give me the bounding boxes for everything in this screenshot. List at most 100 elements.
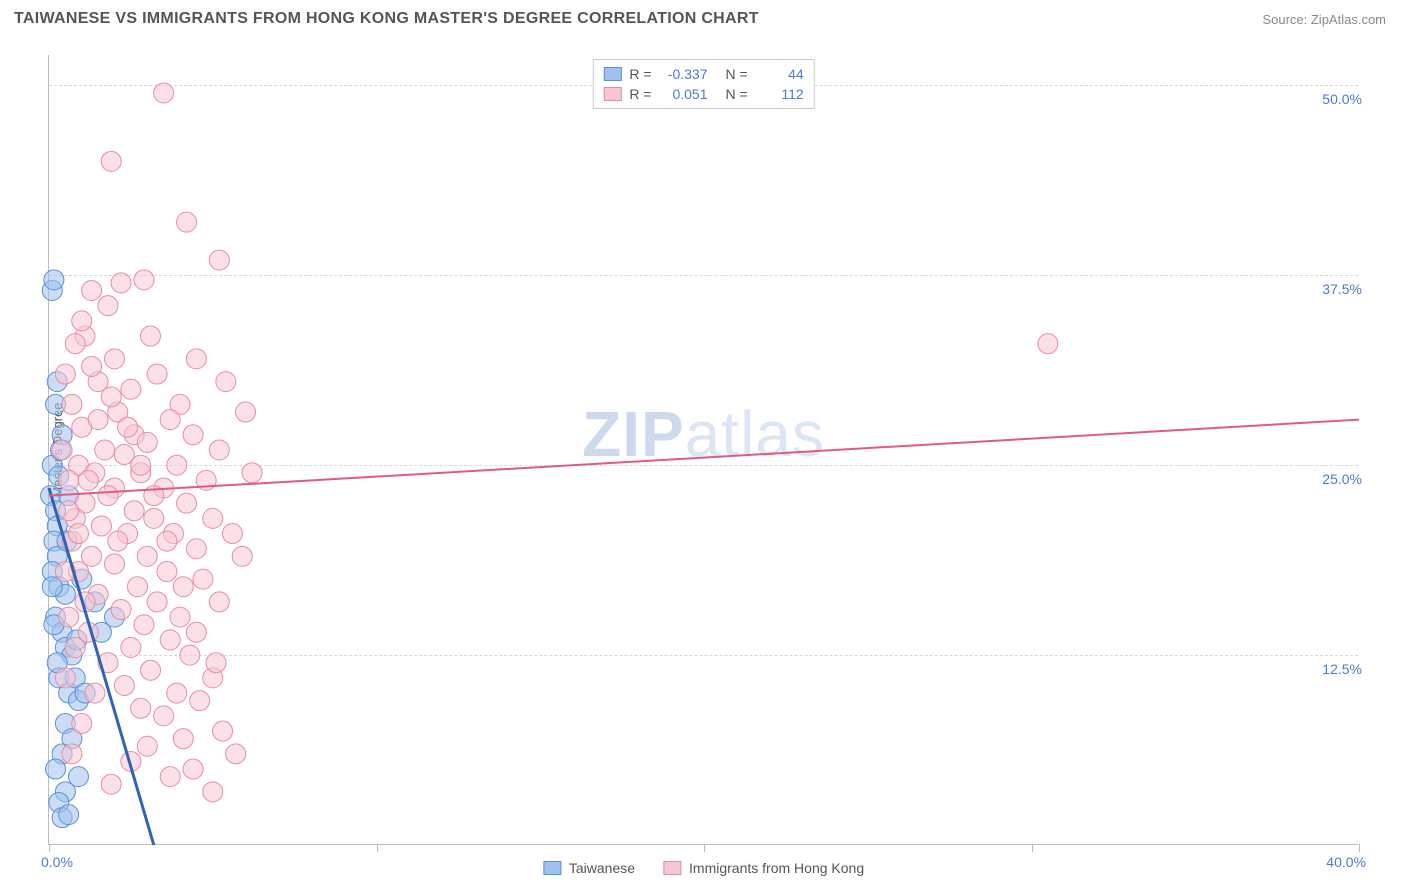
legend-r-label: R = <box>629 86 651 102</box>
data-point <box>177 493 197 513</box>
correlation-legend: R = -0.337 N = 44 R = 0.051 N = 112 <box>592 59 814 109</box>
data-point <box>118 417 138 437</box>
data-point <box>68 524 88 544</box>
data-point <box>141 660 161 680</box>
data-point <box>180 645 200 665</box>
data-point <box>141 326 161 346</box>
legend-stat-row: R = -0.337 N = 44 <box>603 64 803 84</box>
legend-label: Immigrants from Hong Kong <box>689 860 864 876</box>
data-point <box>177 212 197 232</box>
data-point <box>88 410 108 430</box>
data-point <box>226 744 246 764</box>
data-point <box>111 273 131 293</box>
legend-n-label: N = <box>726 66 748 82</box>
x-tick <box>1359 844 1360 852</box>
data-point <box>65 638 85 658</box>
data-point <box>111 600 131 620</box>
data-point <box>121 379 141 399</box>
data-point <box>173 729 193 749</box>
x-tick <box>377 844 378 852</box>
data-point <box>160 410 180 430</box>
data-point <box>183 759 203 779</box>
legend-stat-row: R = 0.051 N = 112 <box>603 84 803 104</box>
data-point <box>222 524 242 544</box>
data-point <box>209 250 229 270</box>
data-point <box>203 508 223 528</box>
data-point <box>59 470 79 490</box>
data-point <box>55 364 75 384</box>
data-point <box>85 683 105 703</box>
x-tick <box>1032 844 1033 852</box>
data-point <box>105 554 125 574</box>
data-point <box>157 531 177 551</box>
data-point <box>134 615 154 635</box>
scatter-plot <box>49 55 1359 845</box>
data-point <box>193 569 213 589</box>
legend-r-label: R = <box>629 66 651 82</box>
data-point <box>46 759 66 779</box>
data-point <box>154 706 174 726</box>
y-tick-label: 25.0% <box>1302 471 1362 487</box>
data-point <box>203 782 223 802</box>
legend-swatch <box>603 67 621 81</box>
data-point <box>101 774 121 794</box>
data-point <box>127 577 147 597</box>
data-point <box>52 440 72 460</box>
data-point <box>98 296 118 316</box>
data-point <box>160 767 180 787</box>
data-point <box>72 713 92 733</box>
data-point <box>160 630 180 650</box>
data-point <box>82 280 102 300</box>
legend-r-value: -0.337 <box>660 66 708 82</box>
legend-swatch <box>603 87 621 101</box>
data-point <box>186 622 206 642</box>
data-point <box>134 270 154 290</box>
data-point <box>209 440 229 460</box>
x-tick-left: 0.0% <box>41 854 73 870</box>
legend-swatch <box>663 861 681 875</box>
data-point <box>91 516 111 536</box>
series-legend: Taiwanese Immigrants from Hong Kong <box>543 860 864 876</box>
legend-n-value: 112 <box>756 86 804 102</box>
x-tick <box>704 844 705 852</box>
data-point <box>170 607 190 627</box>
data-point <box>101 387 121 407</box>
legend-label: Taiwanese <box>569 860 635 876</box>
data-point <box>124 501 144 521</box>
data-point <box>137 546 157 566</box>
chart-container: Master's Degree ZIPatlas R =-0.337N =44R… <box>48 55 1388 845</box>
data-point <box>44 270 64 290</box>
data-point <box>167 455 187 475</box>
data-point <box>105 349 125 369</box>
legend-n-value: 44 <box>756 66 804 82</box>
data-point <box>144 508 164 528</box>
data-point <box>59 805 79 825</box>
legend-n-label: N = <box>726 86 748 102</box>
legend-item: Immigrants from Hong Kong <box>663 860 864 876</box>
header-bar: TAIWANESE VS IMMIGRANTS FROM HONG KONG M… <box>0 0 1406 34</box>
data-point <box>236 402 256 422</box>
data-point <box>213 721 233 741</box>
legend-r-value: 0.051 <box>660 86 708 102</box>
source-label: Source: ZipAtlas.com <box>1262 12 1386 27</box>
y-tick-label: 12.5% <box>1302 661 1362 677</box>
data-point <box>232 546 252 566</box>
data-point <box>78 470 98 490</box>
y-tick-label: 50.0% <box>1302 91 1362 107</box>
data-point <box>62 744 82 764</box>
data-point <box>98 486 118 506</box>
data-point <box>101 151 121 171</box>
data-point <box>59 501 79 521</box>
data-point <box>206 653 226 673</box>
data-point <box>186 539 206 559</box>
data-point <box>190 691 210 711</box>
data-point <box>209 592 229 612</box>
data-point <box>72 311 92 331</box>
trend-line <box>49 420 1359 496</box>
chart-title: TAIWANESE VS IMMIGRANTS FROM HONG KONG M… <box>14 10 759 28</box>
data-point <box>147 364 167 384</box>
data-point <box>62 394 82 414</box>
data-point <box>242 463 262 483</box>
data-point <box>95 440 115 460</box>
data-point <box>147 592 167 612</box>
